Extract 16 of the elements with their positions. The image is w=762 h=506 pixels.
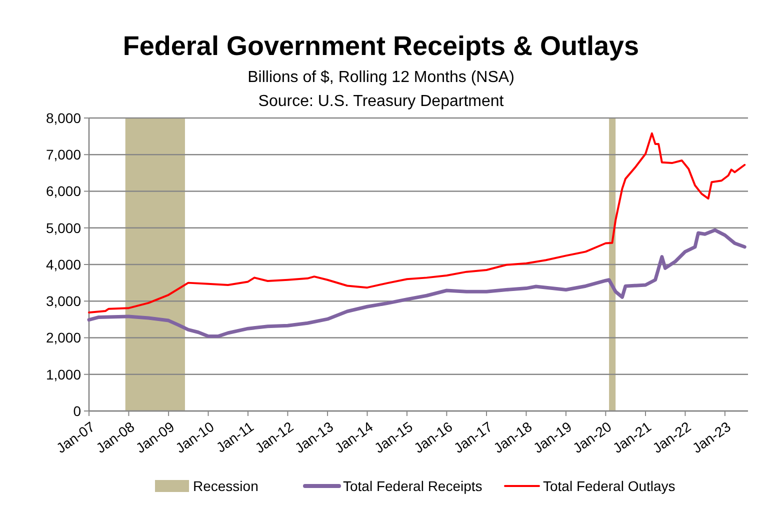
y-tick-label: 5,000 bbox=[46, 220, 82, 236]
y-tick-label: 1,000 bbox=[46, 366, 82, 382]
y-tick-label: 8,000 bbox=[46, 110, 82, 126]
y-tick-label: 2,000 bbox=[46, 330, 82, 346]
y-tick-label: 0 bbox=[73, 402, 82, 419]
y-tick-label: 4,000 bbox=[46, 256, 82, 272]
legend-label: Total Federal Outlays bbox=[543, 478, 676, 494]
chart-subtitle: Billions of $, Rolling 12 Months (NSA) bbox=[248, 69, 514, 86]
legend-label: Total Federal Receipts bbox=[343, 478, 482, 494]
y-tick-label: 7,000 bbox=[46, 146, 82, 163]
source-note: Source: U.S. Treasury Department bbox=[258, 93, 504, 110]
line-series bbox=[87, 228, 746, 338]
chart-title: Federal Government Receipts & Outlays bbox=[122, 31, 640, 61]
y-tick-label: 6,000 bbox=[46, 183, 82, 200]
y-tick-label: 3,000 bbox=[46, 293, 82, 310]
legend-label: Recession bbox=[193, 478, 258, 494]
